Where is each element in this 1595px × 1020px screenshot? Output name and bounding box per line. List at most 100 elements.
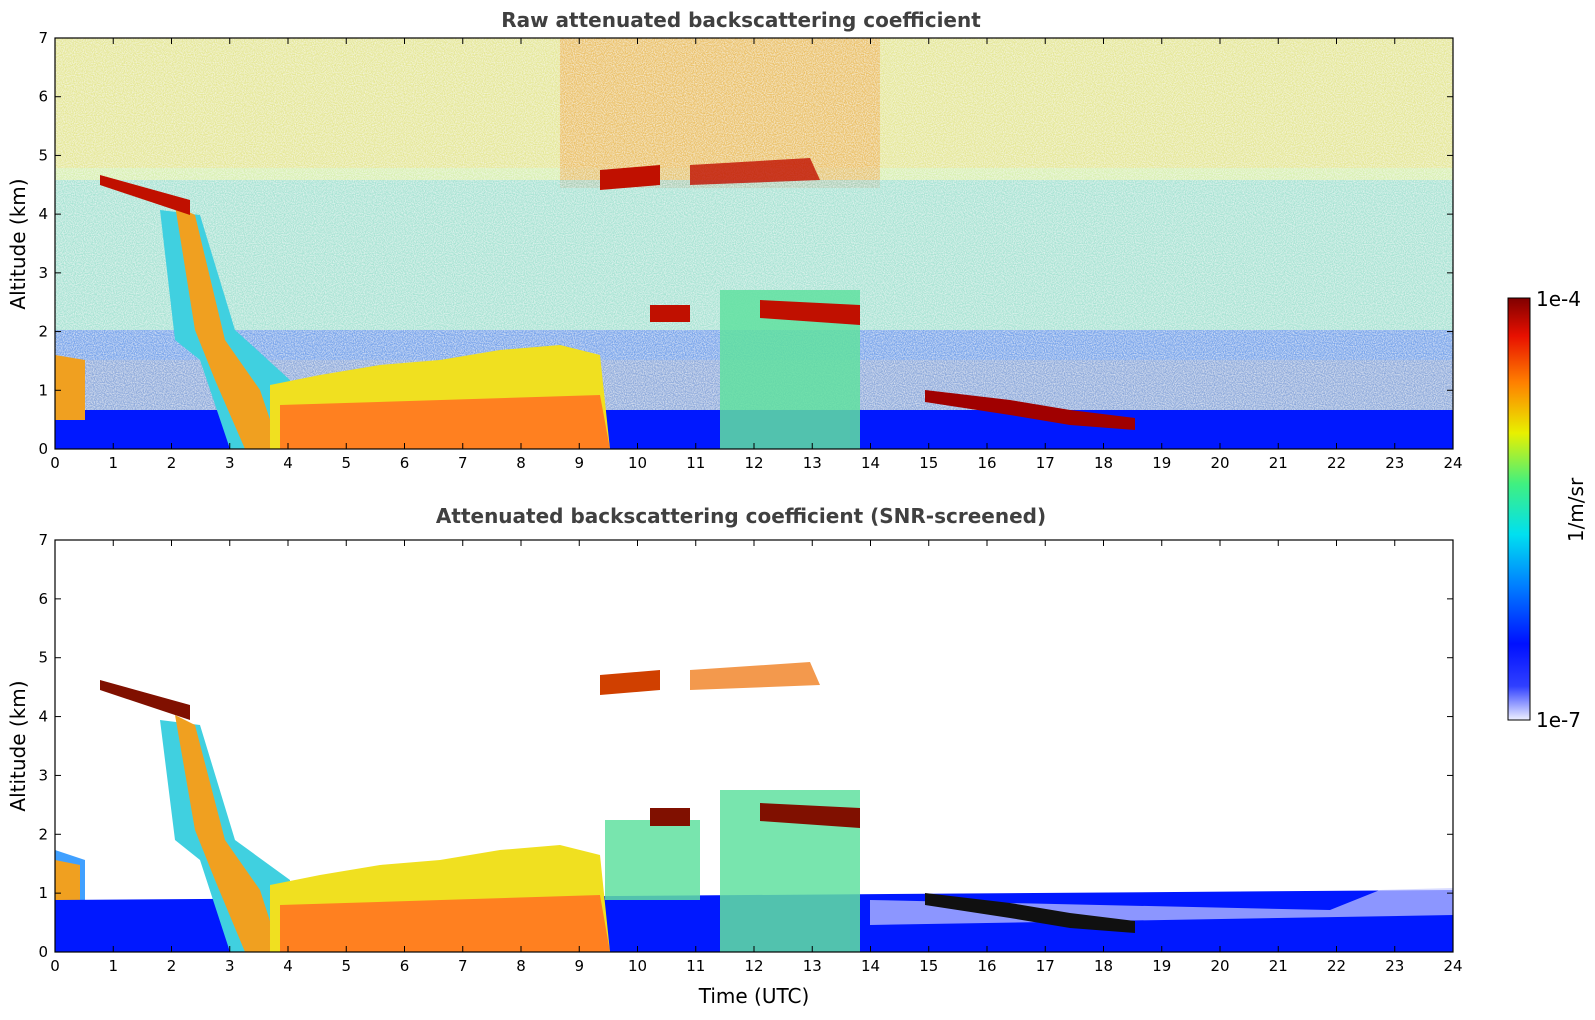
x-tick-label: 17 <box>1036 957 1055 975</box>
screened-cloud-layer-b <box>760 803 860 828</box>
panel-1-y-label: Altitude (km) <box>6 178 30 309</box>
x-tick-label: 23 <box>1385 957 1404 975</box>
screened-virga-region <box>720 790 860 952</box>
panel-1-title: Raw attenuated backscattering coefficien… <box>501 8 981 32</box>
raw-virga-region <box>720 290 860 449</box>
x-tick-label: 14 <box>861 454 880 472</box>
x-tick-label: 15 <box>919 454 938 472</box>
x-tick-label: 24 <box>1443 957 1462 975</box>
raw-precip-streak <box>175 205 280 449</box>
panel-1-x-axis: 0 1 2 3 4 5 6 7 8 9 10 11 12 13 14 15 16 17 18 19 20 21 22 23 24 <box>50 38 1463 472</box>
screened-virga-left <box>605 820 700 900</box>
x-tick-label: 15 <box>919 957 938 975</box>
y-tick-label: 0 <box>38 440 48 458</box>
x-tick-label: 20 <box>1210 454 1229 472</box>
screened-midlevel-cloud-b <box>690 662 820 690</box>
x-tick-label: 5 <box>341 454 351 472</box>
x-tick-label: 21 <box>1269 957 1288 975</box>
x-tick-label: 10 <box>628 957 647 975</box>
x-tick-label: 22 <box>1327 957 1346 975</box>
panel-1-y-axis: 0 1 2 3 4 5 6 7 <box>38 29 1453 458</box>
panel-2-title: Attenuated backscattering coefficient (S… <box>436 504 1046 528</box>
x-tick-label: 10 <box>628 454 647 472</box>
y-tick-label: 0 <box>38 943 48 961</box>
x-tick-label: 18 <box>1094 454 1113 472</box>
x-tick-label: 1 <box>108 957 118 975</box>
x-tick-label: 2 <box>167 454 177 472</box>
x-tick-label: 18 <box>1094 957 1113 975</box>
x-tick-label: 0 <box>50 454 60 472</box>
x-tick-label: 8 <box>516 454 526 472</box>
y-tick-label: 2 <box>38 825 48 843</box>
x-axis-label: Time (UTC) <box>698 984 810 1008</box>
panel-2-y-axis: 0 1 2 3 4 5 6 7 <box>38 531 1453 961</box>
x-tick-label: 6 <box>400 957 410 975</box>
colorbar: 1e-4 1e-7 1/m/sr <box>1507 287 1588 732</box>
screened-high-cloud-left <box>100 680 190 720</box>
x-tick-label: 3 <box>225 957 235 975</box>
x-tick-label: 19 <box>1152 957 1171 975</box>
x-tick-label: 1 <box>108 454 118 472</box>
x-tick-label: 0 <box>50 957 60 975</box>
panel-2-heatmap <box>55 540 1453 952</box>
x-tick-label: 16 <box>977 454 996 472</box>
x-tick-label: 23 <box>1385 454 1404 472</box>
x-tick-label: 12 <box>744 454 763 472</box>
x-tick-label: 9 <box>574 957 584 975</box>
x-tick-label: 2 <box>167 957 177 975</box>
colorbar-gradient <box>1507 297 1531 721</box>
x-tick-label: 11 <box>686 454 705 472</box>
y-tick-label: 5 <box>38 649 48 667</box>
y-tick-label: 6 <box>38 590 48 608</box>
panel-2-x-axis: 0 1 2 3 4 5 6 7 8 9 10 11 12 13 14 15 16 17 18 19 20 21 22 23 24 <box>50 540 1463 975</box>
colorbar-max-label: 1e-4 <box>1536 287 1581 311</box>
raw-midlevel-cloud-a <box>600 165 660 190</box>
screened-cloud-layer-a <box>650 808 690 826</box>
x-tick-label: 17 <box>1036 454 1055 472</box>
x-tick-label: 19 <box>1152 454 1171 472</box>
x-tick-label: 7 <box>458 957 468 975</box>
y-tick-label: 1 <box>38 884 48 902</box>
screened-low-cloud <box>925 893 1135 933</box>
y-tick-label: 3 <box>38 766 48 784</box>
x-tick-label: 12 <box>744 957 763 975</box>
x-tick-label: 20 <box>1210 957 1229 975</box>
x-tick-label: 24 <box>1443 454 1462 472</box>
x-tick-label: 13 <box>803 454 822 472</box>
raw-low-cloud <box>925 390 1135 430</box>
raw-midlevel-cloud-b <box>690 158 820 185</box>
x-tick-label: 22 <box>1327 454 1346 472</box>
x-tick-label: 3 <box>225 454 235 472</box>
x-tick-label: 4 <box>283 454 293 472</box>
y-tick-label: 4 <box>38 708 48 726</box>
y-tick-label: 5 <box>38 146 48 164</box>
screened-midlevel-cloud-a <box>600 670 660 695</box>
x-tick-label: 9 <box>574 454 584 472</box>
screened-precip-streak <box>175 715 280 952</box>
x-tick-label: 14 <box>861 957 880 975</box>
x-tick-label: 5 <box>341 957 351 975</box>
y-tick-label: 3 <box>38 264 48 282</box>
raw-early-aerosol <box>55 355 85 420</box>
panel-screened: Attenuated backscattering coefficient (S… <box>6 504 1463 1008</box>
x-tick-label: 4 <box>283 957 293 975</box>
x-tick-label: 11 <box>686 957 705 975</box>
x-tick-label: 6 <box>400 454 410 472</box>
y-tick-label: 1 <box>38 381 48 399</box>
y-tick-label: 4 <box>38 205 48 223</box>
x-tick-label: 16 <box>977 957 996 975</box>
colorbar-min-label: 1e-7 <box>1536 708 1581 732</box>
screened-aerosol-core <box>280 895 610 952</box>
x-tick-label: 13 <box>803 957 822 975</box>
panel-2-y-label: Altitude (km) <box>6 680 30 811</box>
y-tick-label: 7 <box>38 531 48 549</box>
colorbar-units-label: 1/m/sr <box>1564 477 1588 542</box>
x-tick-label: 7 <box>458 454 468 472</box>
panel-1-heatmap <box>55 38 1453 449</box>
raw-cloud-layer-b <box>760 300 860 325</box>
raw-high-cloud-left <box>100 175 190 215</box>
x-tick-label: 8 <box>516 957 526 975</box>
y-tick-label: 2 <box>38 323 48 341</box>
panel-raw: Raw attenuated backscattering coefficien… <box>6 8 1463 472</box>
